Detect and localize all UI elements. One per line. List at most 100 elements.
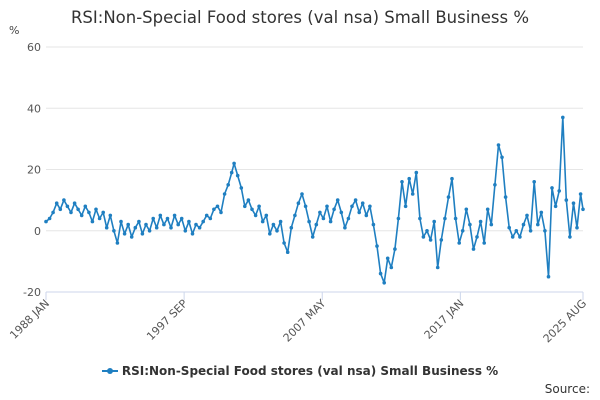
data-point[interactable] — [553, 204, 558, 209]
data-point[interactable] — [464, 207, 469, 212]
data-point[interactable] — [514, 229, 519, 233]
data-point[interactable] — [79, 213, 84, 218]
data-point[interactable] — [371, 222, 376, 227]
data-point[interactable] — [503, 195, 508, 199]
data-point[interactable] — [446, 195, 451, 199]
data-point[interactable] — [493, 183, 497, 187]
data-point[interactable] — [187, 219, 191, 224]
series-line[interactable] — [45, 116, 584, 284]
data-point[interactable] — [257, 204, 261, 209]
data-point[interactable] — [122, 232, 127, 236]
data-point[interactable] — [525, 213, 529, 218]
data-point[interactable] — [396, 216, 401, 221]
data-point[interactable] — [293, 213, 297, 218]
data-point[interactable] — [289, 225, 294, 230]
data-point[interactable] — [154, 225, 159, 230]
data-point[interactable] — [471, 247, 476, 251]
data-point[interactable] — [378, 271, 383, 276]
data-point[interactable] — [183, 229, 188, 233]
data-point[interactable] — [536, 222, 540, 227]
data-point[interactable] — [539, 210, 544, 215]
data-point[interactable] — [197, 225, 202, 230]
data-point[interactable] — [179, 216, 184, 221]
data-point[interactable] — [321, 216, 326, 221]
data-point[interactable] — [285, 250, 290, 254]
data-point[interactable] — [428, 238, 433, 242]
data-point[interactable] — [353, 198, 358, 202]
data-point[interactable] — [201, 219, 205, 224]
data-point[interactable] — [332, 207, 336, 212]
data-point[interactable] — [403, 204, 408, 209]
data-point[interactable] — [264, 213, 269, 218]
data-point[interactable] — [318, 210, 322, 215]
data-point[interactable] — [400, 180, 404, 184]
data-point[interactable] — [543, 229, 547, 233]
data-point[interactable] — [87, 210, 91, 215]
data-point[interactable] — [47, 216, 52, 221]
data-point[interactable] — [303, 204, 308, 209]
data-point[interactable] — [222, 192, 227, 196]
data-point[interactable] — [133, 225, 138, 230]
data-point[interactable] — [571, 201, 576, 205]
data-point[interactable] — [335, 198, 340, 202]
data-point[interactable] — [212, 207, 216, 212]
data-point[interactable] — [44, 219, 48, 224]
data-point[interactable] — [339, 210, 344, 215]
data-point[interactable] — [385, 256, 390, 261]
data-point[interactable] — [314, 222, 319, 227]
data-point[interactable] — [382, 281, 387, 285]
data-point[interactable] — [432, 219, 437, 224]
data-point[interactable] — [496, 143, 501, 147]
data-point[interactable] — [119, 219, 123, 224]
data-point[interactable] — [65, 204, 70, 209]
data-point[interactable] — [72, 201, 77, 205]
data-point[interactable] — [176, 222, 180, 227]
data-point[interactable] — [489, 222, 494, 227]
data-point[interactable] — [307, 219, 311, 224]
data-point[interactable] — [172, 213, 177, 218]
data-point[interactable] — [443, 216, 447, 221]
data-point[interactable] — [158, 213, 163, 218]
data-point[interactable] — [147, 229, 152, 233]
data-point[interactable] — [282, 241, 286, 245]
data-point[interactable] — [190, 232, 195, 236]
data-point[interactable] — [246, 198, 251, 202]
data-point[interactable] — [510, 235, 515, 239]
data-point[interactable] — [115, 241, 120, 245]
data-point[interactable] — [250, 207, 254, 212]
data-point[interactable] — [235, 173, 240, 178]
data-point[interactable] — [275, 229, 279, 233]
data-point[interactable] — [278, 219, 283, 224]
data-point[interactable] — [368, 204, 372, 209]
data-point[interactable] — [215, 204, 220, 209]
data-point[interactable] — [151, 216, 155, 221]
data-point[interactable] — [568, 235, 572, 239]
data-point[interactable] — [375, 244, 379, 248]
data-point[interactable] — [453, 216, 458, 221]
data-point[interactable] — [229, 170, 234, 175]
data-point[interactable] — [268, 232, 272, 236]
data-point[interactable] — [581, 207, 585, 212]
data-point[interactable] — [108, 213, 113, 218]
data-point[interactable] — [561, 115, 565, 120]
data-point[interactable] — [450, 176, 454, 181]
data-point[interactable] — [58, 207, 63, 212]
data-point[interactable] — [104, 225, 109, 230]
data-point[interactable] — [271, 222, 276, 227]
data-point[interactable] — [564, 198, 569, 202]
data-point[interactable] — [550, 186, 554, 190]
data-point[interactable] — [468, 222, 472, 227]
data-point[interactable] — [414, 170, 419, 175]
data-point[interactable] — [97, 216, 102, 221]
data-point[interactable] — [208, 216, 213, 221]
data-point[interactable] — [243, 204, 247, 209]
data-point[interactable] — [325, 204, 329, 209]
data-point[interactable] — [83, 204, 88, 209]
data-point[interactable] — [126, 222, 130, 227]
data-point[interactable] — [296, 201, 301, 205]
data-point[interactable] — [364, 213, 369, 218]
data-point[interactable] — [578, 192, 583, 196]
data-point[interactable] — [137, 219, 141, 224]
legend[interactable]: RSI:Non-Special Food stores (val nsa) Sm… — [0, 364, 600, 378]
data-point[interactable] — [144, 222, 148, 227]
